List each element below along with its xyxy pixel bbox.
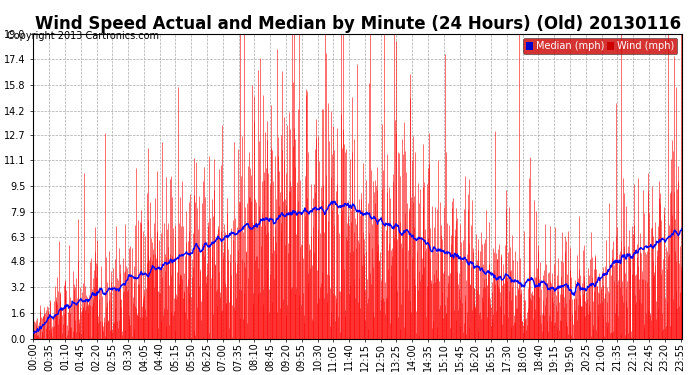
Text: Copyright 2013 Cartronics.com: Copyright 2013 Cartronics.com [7, 32, 159, 41]
Title: Wind Speed Actual and Median by Minute (24 Hours) (Old) 20130116: Wind Speed Actual and Median by Minute (… [34, 15, 681, 33]
Legend: Median (mph), Wind (mph): Median (mph), Wind (mph) [522, 39, 678, 54]
